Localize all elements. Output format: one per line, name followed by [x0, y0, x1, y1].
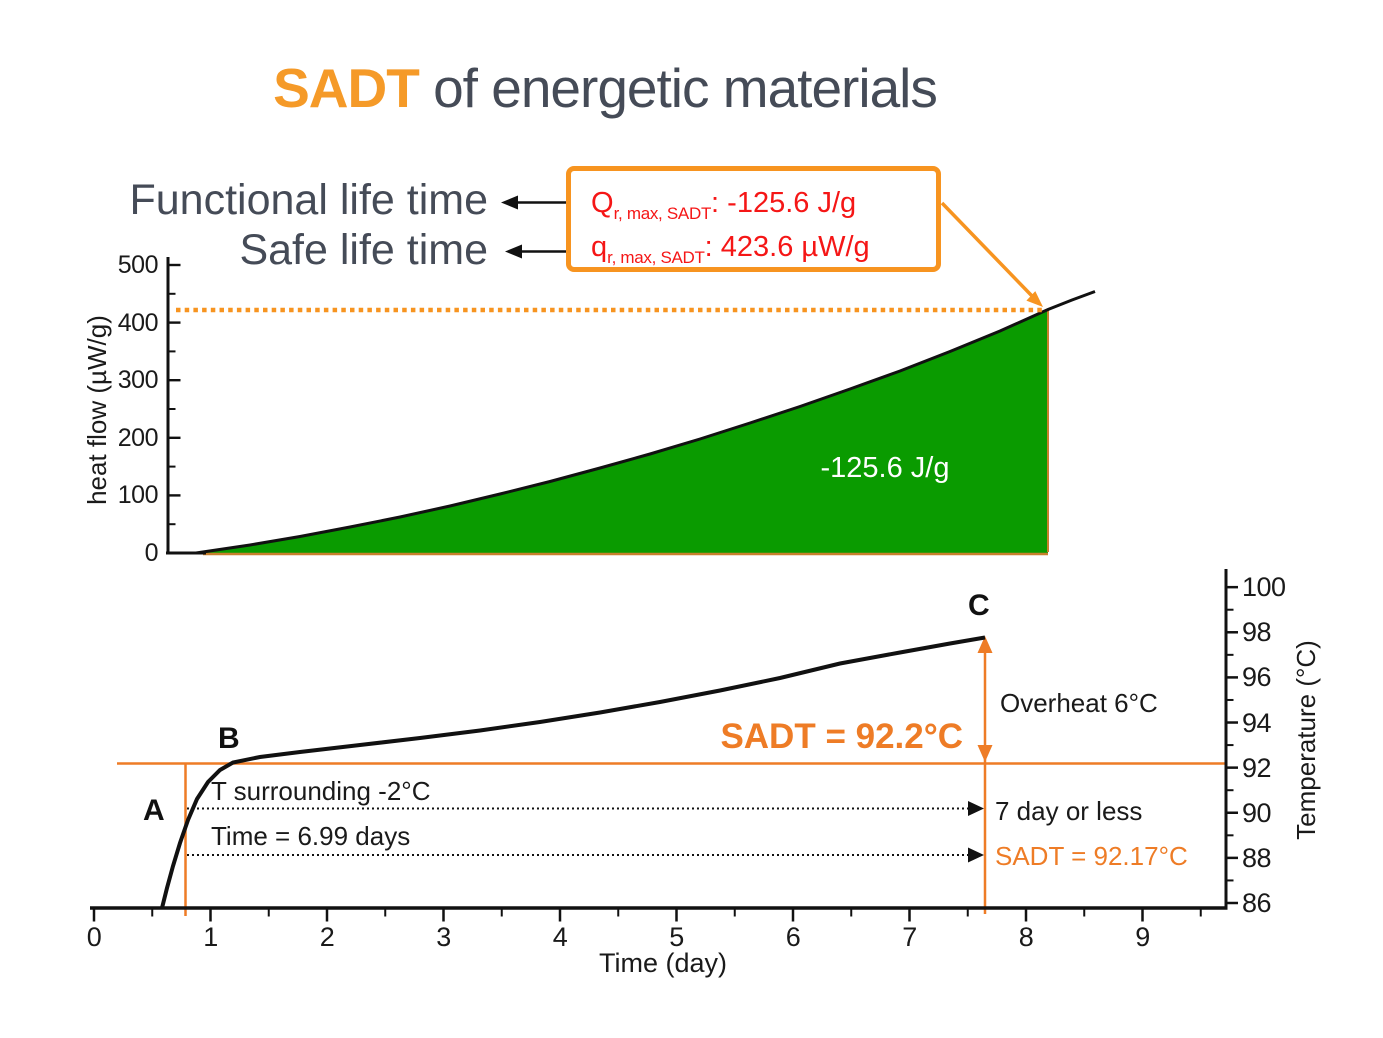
time-tick-label: 6: [785, 922, 801, 952]
sadt-value-label: SADT = 92.2°C: [720, 717, 963, 756]
temperature-y-ticks: [1227, 585, 1238, 905]
qr-symbol: q: [591, 231, 608, 263]
temperature-tick-label: 98: [1242, 617, 1272, 648]
point-b-label: B: [218, 722, 240, 755]
time-tick-label: 2: [319, 922, 335, 952]
heat-flow-y-ticks: [169, 263, 181, 555]
q-subscript: r, max, SADT: [613, 204, 712, 223]
seven-day-label: 7 day or less: [995, 796, 1143, 826]
qr-separator: :: [704, 231, 721, 263]
title-highlight: SADT: [273, 57, 420, 119]
point-a-label: A: [143, 794, 165, 827]
info-box-arrowhead: [1026, 291, 1043, 307]
time-tick-label: 5: [669, 922, 684, 952]
time-axis-label: Time (day): [598, 948, 727, 978]
time-tick-label: 3: [436, 922, 451, 952]
q-rate-line: qr, max, SADT: 423.6 µW/g: [591, 225, 936, 269]
time-tick-label: 4: [552, 922, 568, 952]
overheat-arrowhead-up: [977, 636, 993, 653]
temperature-tick-label: 86: [1242, 888, 1272, 918]
safe-arrowhead: [505, 244, 522, 259]
q-value: -125.6 J/g: [727, 187, 857, 219]
heat-flow-tick-label: 0: [144, 539, 159, 567]
overheat-arrowhead-down: [977, 745, 993, 762]
q-separator: :: [711, 187, 728, 219]
overheat-label: Overheat 6°C: [1000, 688, 1158, 718]
t-surrounding-arrowhead: [968, 801, 984, 816]
heat-flow-curve: [195, 290, 1096, 555]
temperature-tick-label: 94: [1242, 707, 1272, 738]
q-max-line: Qr, max, SADT: -125.6 J/g: [591, 181, 936, 225]
page-title: SADT of energetic materials: [120, 56, 1090, 120]
time-tick-label: 8: [1018, 922, 1034, 952]
temperature-tick-label: 88: [1242, 842, 1272, 873]
sadt-values-box: Qr, max, SADT: -125.6 J/g qr, max, SADT:…: [566, 166, 941, 272]
heat-flow-tick-label: 300: [117, 366, 159, 395]
temperature-tick-label: 96: [1242, 662, 1272, 693]
time-tick-label: 7: [902, 922, 917, 952]
sadt-precise-label: SADT = 92.17°C: [995, 841, 1188, 871]
time-days-label: Time = 6.99 days: [211, 821, 411, 851]
point-c-label: C: [968, 589, 990, 622]
time-tick-label: 1: [203, 922, 218, 952]
heat-flow-tick-label: 200: [117, 423, 159, 452]
time-x-ticks: [92, 909, 1202, 922]
t-surrounding-label: T surrounding -2°C: [211, 776, 431, 806]
heat-flow-axis-label: heat flow (µW/g): [82, 315, 112, 505]
heat-flow-tick-label: 400: [117, 308, 159, 337]
qr-subscript: r, max, SADT: [607, 248, 705, 267]
qr-value: 423.6 µW/g: [720, 231, 870, 263]
time-arrowhead: [968, 847, 984, 863]
functional-arrowhead: [501, 195, 518, 210]
heat-flow-area: [196, 309, 1048, 553]
heat-flow-tick-label: 100: [117, 481, 159, 510]
info-box-arrow-line: [940, 201, 1034, 298]
time-tick-label: 9: [1135, 922, 1150, 952]
temperature-tick-label: 92: [1242, 752, 1272, 783]
temperature-tick-label: 100: [1242, 572, 1286, 603]
safe-life-time-label: Safe life time: [239, 226, 488, 274]
temperature-curve: [160, 635, 986, 909]
time-tick-label: 0: [86, 922, 102, 952]
temperature-tick-label: 90: [1242, 797, 1272, 828]
heat-flow-tick-label: 500: [117, 251, 159, 279]
functional-life-time-label: Functional life time: [129, 176, 489, 224]
q-symbol: Q: [591, 187, 614, 219]
integral-area-label: -125.6 J/g: [820, 452, 950, 484]
title-rest: of energetic materials: [418, 57, 938, 119]
